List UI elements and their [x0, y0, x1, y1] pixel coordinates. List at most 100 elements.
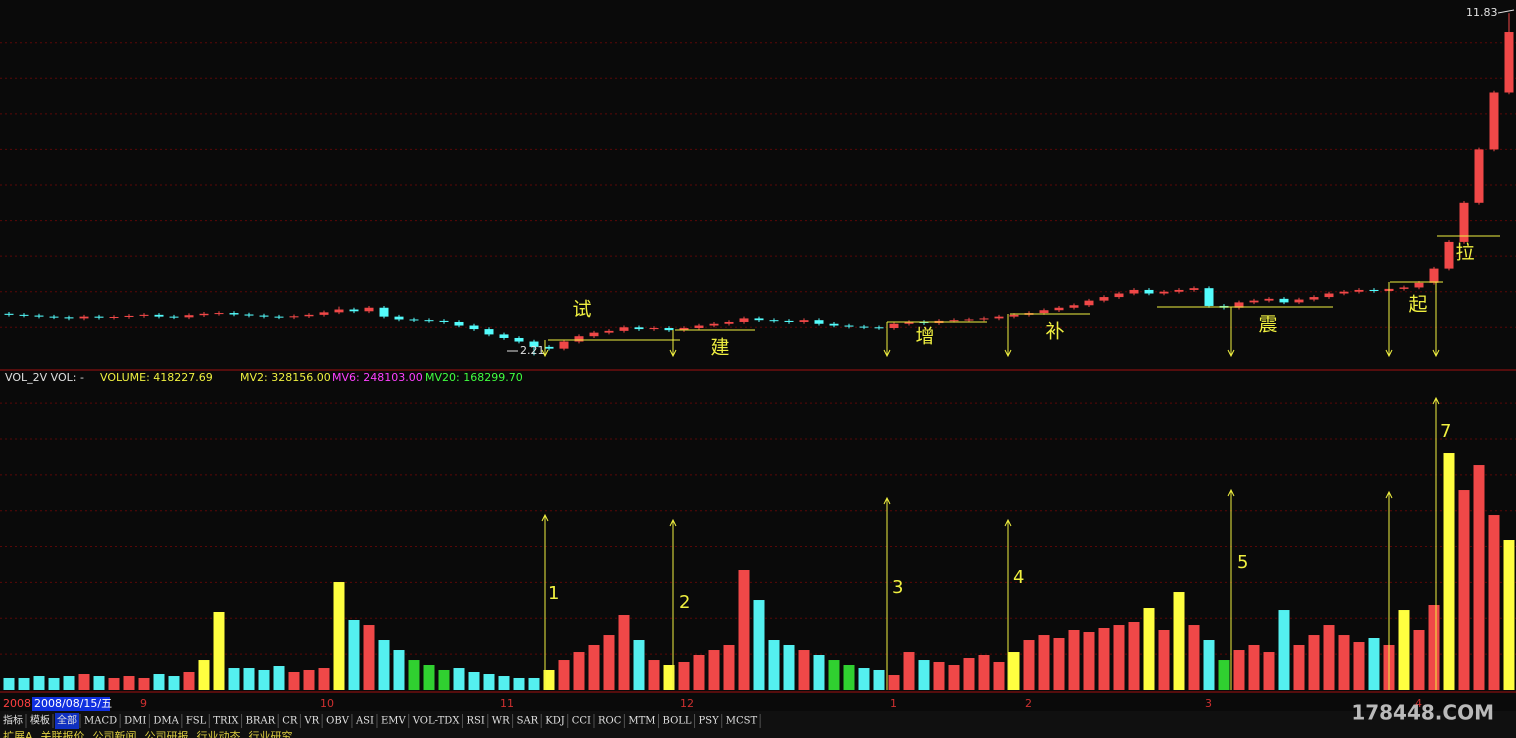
indicator-tab[interactable]: RSI	[466, 716, 484, 727]
x-tick-label: 2	[1025, 697, 1032, 710]
volume-bar	[543, 669, 555, 690]
candle-body	[139, 314, 149, 316]
indicator-tab[interactable]: WR	[492, 716, 510, 727]
volume-bar	[978, 654, 990, 690]
volume-bar	[1248, 644, 1260, 690]
volume-bar	[783, 644, 795, 690]
volume-bar	[1353, 642, 1365, 690]
volume-bar	[33, 676, 45, 690]
candle-body	[994, 316, 1004, 319]
candle-body	[589, 332, 599, 337]
candle-body	[304, 314, 314, 317]
volume-bar	[1443, 453, 1455, 690]
volume-bar	[1128, 622, 1140, 690]
indicator-tab[interactable]: VR	[303, 716, 319, 727]
indicator-tab[interactable]: TRIX	[213, 716, 239, 727]
indicator-tab[interactable]: SAR	[517, 716, 539, 727]
volume-bar	[213, 612, 225, 690]
volume-bar	[963, 658, 975, 690]
volume-bar	[558, 660, 570, 690]
indicator-tab[interactable]: 全部	[57, 714, 77, 727]
indicator-tab[interactable]: ASI	[355, 716, 374, 727]
candle-body	[889, 323, 899, 329]
candle-body	[1234, 302, 1244, 308]
candle-body	[694, 325, 704, 329]
volume-bar	[648, 660, 660, 690]
candle-body	[214, 313, 224, 315]
candle-body	[724, 321, 734, 324]
indicator-tab[interactable]: FSL	[186, 716, 207, 727]
candle-body	[1444, 241, 1454, 269]
volume-bar	[588, 644, 600, 690]
info-link[interactable]: 关联报价	[41, 729, 85, 738]
candle-body	[64, 317, 74, 319]
candle-body	[1279, 298, 1289, 303]
candle-body	[424, 320, 434, 322]
indicator-tab[interactable]: MACD	[84, 716, 117, 727]
indicator-tab[interactable]: DMA	[153, 716, 179, 727]
indicator-tab[interactable]: BOLL	[663, 716, 692, 727]
volume-bar	[798, 650, 810, 690]
watermark: 178448.COM	[1351, 701, 1494, 725]
indicator-tab[interactable]: ROC	[598, 716, 622, 727]
cursor-date-bg	[32, 697, 110, 711]
candle-body	[1339, 291, 1349, 294]
volume-bar	[48, 677, 60, 690]
volume-bar	[738, 570, 750, 690]
indicator-tab[interactable]: OBV	[326, 716, 350, 727]
candle-body	[1309, 297, 1319, 300]
indicator-tab[interactable]: BRAR	[246, 716, 276, 727]
candle-body	[814, 320, 824, 324]
indicator-tab[interactable]: CR	[282, 716, 298, 727]
indicator-tab[interactable]: 模板	[30, 714, 50, 727]
x-tick-label: 3	[1205, 697, 1212, 710]
indicator-tab[interactable]: DMI	[124, 716, 146, 727]
arrow-head	[883, 496, 891, 505]
candle-body	[394, 316, 404, 320]
candle-body	[469, 325, 479, 330]
high-pointer	[1497, 9, 1515, 14]
candle-body	[1474, 149, 1484, 203]
volume-bar	[123, 676, 135, 690]
legend-entry: VOLUME: 418227.69	[100, 371, 213, 384]
candle-body	[289, 316, 299, 318]
info-link[interactable]: 公司新闻	[93, 729, 137, 738]
candle-body	[1054, 307, 1064, 311]
candle-body	[949, 320, 959, 322]
indicator-tab[interactable]: VOL-TDX	[412, 716, 461, 727]
indicator-tab[interactable]: 指标	[3, 714, 23, 727]
volume-bar	[1203, 640, 1215, 690]
indicator-tab[interactable]: EMV	[381, 716, 407, 727]
volume-bar	[723, 644, 735, 690]
indicator-tab[interactable]: PSY	[699, 716, 720, 727]
candle-body	[844, 325, 854, 327]
annotation: 1	[548, 583, 559, 604]
candle-body	[709, 323, 719, 326]
annotation: 拉	[1455, 242, 1474, 264]
annotation: 7	[1440, 421, 1451, 442]
indicator-tab[interactable]: MCST	[726, 716, 758, 727]
candle-body	[1069, 305, 1079, 308]
indicator-tab[interactable]: KDJ	[545, 716, 565, 727]
volume-bar	[1158, 630, 1170, 690]
x-tick-label: 4	[1415, 697, 1422, 710]
info-link[interactable]: 公司研报	[145, 729, 189, 738]
volume-bar	[348, 619, 360, 690]
indicator-tab[interactable]: MTM	[628, 716, 655, 727]
x-tick-label: 9	[140, 697, 147, 710]
x-tick-label: 2008	[3, 697, 31, 710]
info-link[interactable]: 行业研究	[249, 729, 293, 738]
volume-bar	[1218, 660, 1230, 690]
volume-bar	[273, 666, 285, 690]
indicator-tab[interactable]: CCI	[572, 716, 591, 727]
info-link[interactable]: 扩展A	[3, 729, 33, 738]
arrow-head	[1432, 349, 1440, 358]
candle-body	[124, 315, 134, 317]
volume-bar	[1068, 630, 1080, 690]
volume-bar	[903, 652, 915, 690]
volume-bar	[153, 674, 165, 690]
arrow-head	[1004, 349, 1012, 358]
info-link[interactable]: 行业动态	[197, 730, 241, 738]
candle-body	[364, 307, 374, 312]
